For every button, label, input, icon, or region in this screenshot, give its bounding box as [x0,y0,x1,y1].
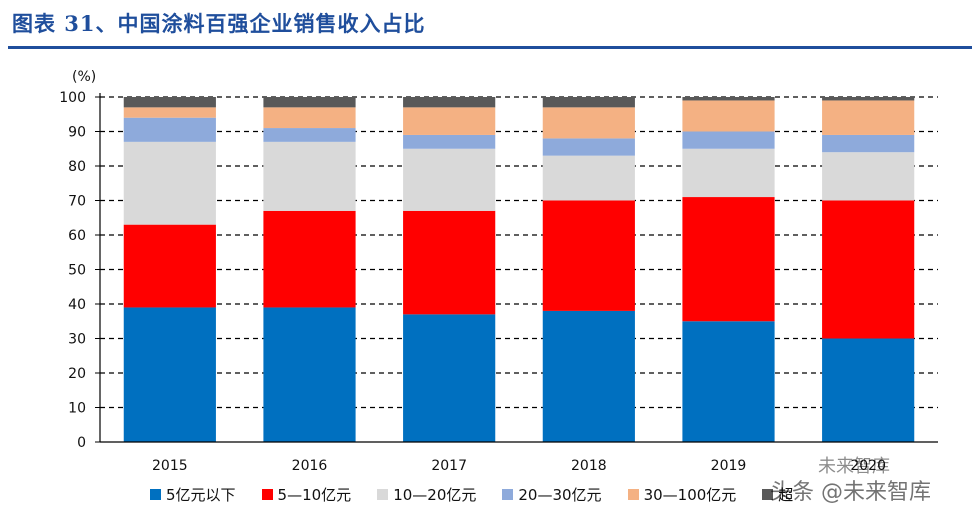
legend-label: 5亿元以下 [166,486,236,504]
bar-segment [263,128,356,142]
bar-segment [822,338,915,442]
y-tick-label: 30 [68,332,86,348]
legend-item: 5—10亿元 [261,484,352,505]
bar-segment [403,314,496,442]
x-tick-label: 2017 [431,458,467,474]
bar-segment [403,134,496,149]
bar-segment [822,134,915,153]
bar-segment [822,100,915,135]
bar-segment [123,141,216,225]
y-tick-label: 60 [68,228,86,244]
y-tick-label: 0 [77,435,86,451]
legend-label: 20—30亿元 [518,486,602,504]
y-tick-label: 80 [68,159,86,175]
bar-segment [123,97,216,108]
bar-segment [542,138,635,156]
y-tick-label: 90 [68,125,86,141]
legend-label: 5—10亿元 [277,486,352,504]
bar-segment [822,200,915,339]
y-tick-label: 10 [68,401,86,417]
bar-segment [123,307,216,442]
bar-segment [682,131,775,149]
bar-segment [682,197,775,322]
legend-swatch [762,489,774,500]
bar-segment [123,107,216,118]
bar-segment [542,310,635,442]
bar-segment [542,97,635,108]
y-tick-label: 100 [59,90,86,106]
legend-label: 10—20亿元 [393,486,477,504]
y-tick-label: 50 [68,263,86,279]
legend-swatch [377,489,389,500]
bar-segment [822,152,915,201]
legend-item: 10—20亿元 [377,484,476,505]
legend-swatch [261,489,273,500]
chart-legend: 5亿元以下 5—10亿元 10—20亿元 20—30亿元 30—100亿元 超 [150,484,793,505]
legend-swatch [627,489,639,500]
bar-segment [263,210,356,308]
bar-segment [542,107,635,139]
bar-segment [403,107,496,135]
y-tick-label: 20 [68,366,86,382]
bar-segment [822,97,915,101]
bar-segment [263,97,356,108]
bar-segment [123,224,216,308]
legend-item: 20—30亿元 [502,484,602,505]
legend-item: 5亿元以下 [150,484,236,505]
title-rule [8,46,972,49]
bar-segment [542,155,635,201]
legend-item: 30—100亿元 [627,484,737,505]
bar-segment [403,97,496,108]
bar-segment [542,200,635,311]
bar-segment [682,100,775,132]
legend-label: 30—100亿元 [643,486,737,504]
watermark-top: 未来智库 [818,456,890,477]
bar-segment [403,148,496,211]
legend-label: 超 [778,486,794,504]
bar-segment [263,307,356,442]
x-tick-label: 2020 [850,458,886,474]
bar-segment [682,321,775,442]
bar-segment [682,148,775,198]
bar-segment [263,107,356,129]
legend-swatch [502,489,514,500]
legend-swatch [150,489,161,500]
x-tick-label: 2015 [152,458,188,474]
bar-segment [682,97,775,101]
bar-segment [123,117,216,142]
y-tick-label: 70 [68,194,86,210]
watermark-bottom: 头条 @未来智库 [770,480,931,505]
bar-segment [403,210,496,315]
y-tick-label: 40 [68,297,86,313]
y-unit-label: (%) [72,69,96,85]
x-tick-label: 2016 [292,458,328,474]
bar-segment [263,141,356,211]
legend-item: 超 [762,484,793,505]
x-tick-label: 2019 [711,458,747,474]
x-tick-label: 2018 [571,458,607,474]
figure-title: 图表 31、中国涂料百强企业销售收入占比 [12,11,426,36]
